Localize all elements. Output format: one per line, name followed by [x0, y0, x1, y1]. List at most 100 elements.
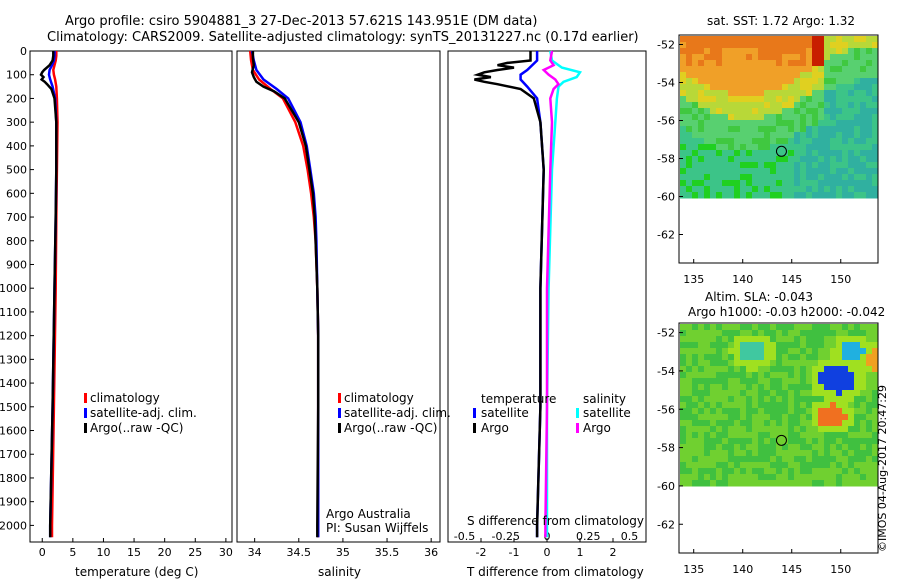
- sla-cell: [716, 426, 723, 433]
- sla-cell: [836, 336, 843, 343]
- sla-cell: [830, 444, 837, 451]
- sla-cell: [818, 342, 825, 349]
- sla-cell: [680, 342, 687, 349]
- sla-cell: [764, 414, 771, 421]
- sst-cell: [692, 48, 699, 55]
- sla-cell: [806, 414, 813, 421]
- sla-cell: [728, 450, 735, 457]
- sst-cell: [794, 60, 801, 67]
- sst-cell: [836, 72, 843, 79]
- sst-cell: [848, 126, 855, 133]
- sst-cell: [698, 90, 705, 97]
- sla-cell: [698, 336, 705, 343]
- sst-cell: [776, 132, 783, 139]
- sla-cell: [692, 432, 699, 439]
- sla-cell: [746, 360, 753, 367]
- sla-cell: [860, 360, 867, 367]
- sst-cell: [806, 150, 813, 157]
- sla-cell: [806, 402, 813, 409]
- sst-cell: [680, 174, 687, 181]
- series-line-argo: [250, 51, 320, 538]
- sla-cell: [854, 354, 861, 361]
- sst-cell: [710, 162, 717, 169]
- sst-cell: [746, 84, 753, 91]
- sla-cell: [722, 336, 729, 343]
- sst-cell: [836, 108, 843, 115]
- sla-cell: [782, 372, 789, 379]
- sla-cell: [740, 396, 747, 403]
- sst-cell: [698, 60, 705, 67]
- sla-cell: [824, 444, 831, 451]
- sla-cell: [830, 384, 837, 391]
- sst-cell: [752, 114, 759, 121]
- sst-cell: [698, 84, 705, 91]
- sst-cell: [764, 192, 771, 199]
- sst-cell: [860, 168, 867, 175]
- sla-cell: [836, 354, 843, 361]
- sst-map-frame: [678, 34, 879, 264]
- sla-cell: [680, 444, 687, 451]
- sst-cell: [812, 114, 819, 121]
- sst-cell: [764, 150, 771, 157]
- sla-cell: [776, 360, 783, 367]
- sla-cell: [734, 462, 741, 469]
- sla-cell: [716, 462, 723, 469]
- sst-cell: [734, 120, 741, 127]
- sla-cell: [764, 462, 771, 469]
- sst-cell: [728, 120, 735, 127]
- sla-cell: [872, 408, 879, 415]
- sla-cell: [704, 330, 711, 337]
- sst-cell: [704, 54, 711, 61]
- sla-cell: [776, 384, 783, 391]
- sst-cell: [698, 96, 705, 103]
- sla-cell: [812, 396, 819, 403]
- sla-cell: [680, 414, 687, 421]
- sst-cell: [734, 84, 741, 91]
- sla-cell: [818, 396, 825, 403]
- sst-cell: [860, 156, 867, 163]
- sla-cell: [698, 444, 705, 451]
- sst-cell: [776, 174, 783, 181]
- sla-cell: [788, 474, 795, 481]
- sla-cell: [836, 468, 843, 475]
- sst-cell: [722, 174, 729, 181]
- sla-cell: [692, 468, 699, 475]
- sst-cell: [758, 36, 765, 43]
- sst-cell: [704, 96, 711, 103]
- sla-cell: [818, 390, 825, 397]
- sst-cell: [722, 138, 729, 145]
- sla-cell: [782, 438, 789, 445]
- lat-tick-label: -56: [657, 115, 675, 128]
- sla-cell: [806, 468, 813, 475]
- sst-cell: [812, 162, 819, 169]
- sla-cell: [872, 396, 879, 403]
- sla-cell: [734, 330, 741, 337]
- sla-cell: [866, 396, 873, 403]
- sla-cell: [734, 438, 741, 445]
- sla-cell: [770, 474, 777, 481]
- sla-cell: [848, 366, 855, 373]
- sst-cell: [716, 54, 723, 61]
- sla-cell: [824, 354, 831, 361]
- sla-cell: [764, 456, 771, 463]
- sla-cell: [692, 462, 699, 469]
- sla-cell: [680, 396, 687, 403]
- sla-cell: [734, 378, 741, 385]
- sst-cell: [782, 132, 789, 139]
- sla-cell: [764, 468, 771, 475]
- sst-cell: [704, 84, 711, 91]
- sst-cell: [728, 114, 735, 121]
- sst-cell: [770, 42, 777, 49]
- sst-cell: [836, 36, 843, 43]
- sla-cell: [782, 420, 789, 427]
- sst-cell: [752, 168, 759, 175]
- sst-cell: [734, 150, 741, 157]
- sla-cell: [710, 468, 717, 475]
- sla-cell: [776, 366, 783, 373]
- sst-cell: [692, 132, 699, 139]
- sla-cell: [734, 414, 741, 421]
- sla-cell: [872, 450, 879, 457]
- sst-cell: [824, 78, 831, 85]
- sla-cell: [788, 396, 795, 403]
- sst-cell: [698, 36, 705, 43]
